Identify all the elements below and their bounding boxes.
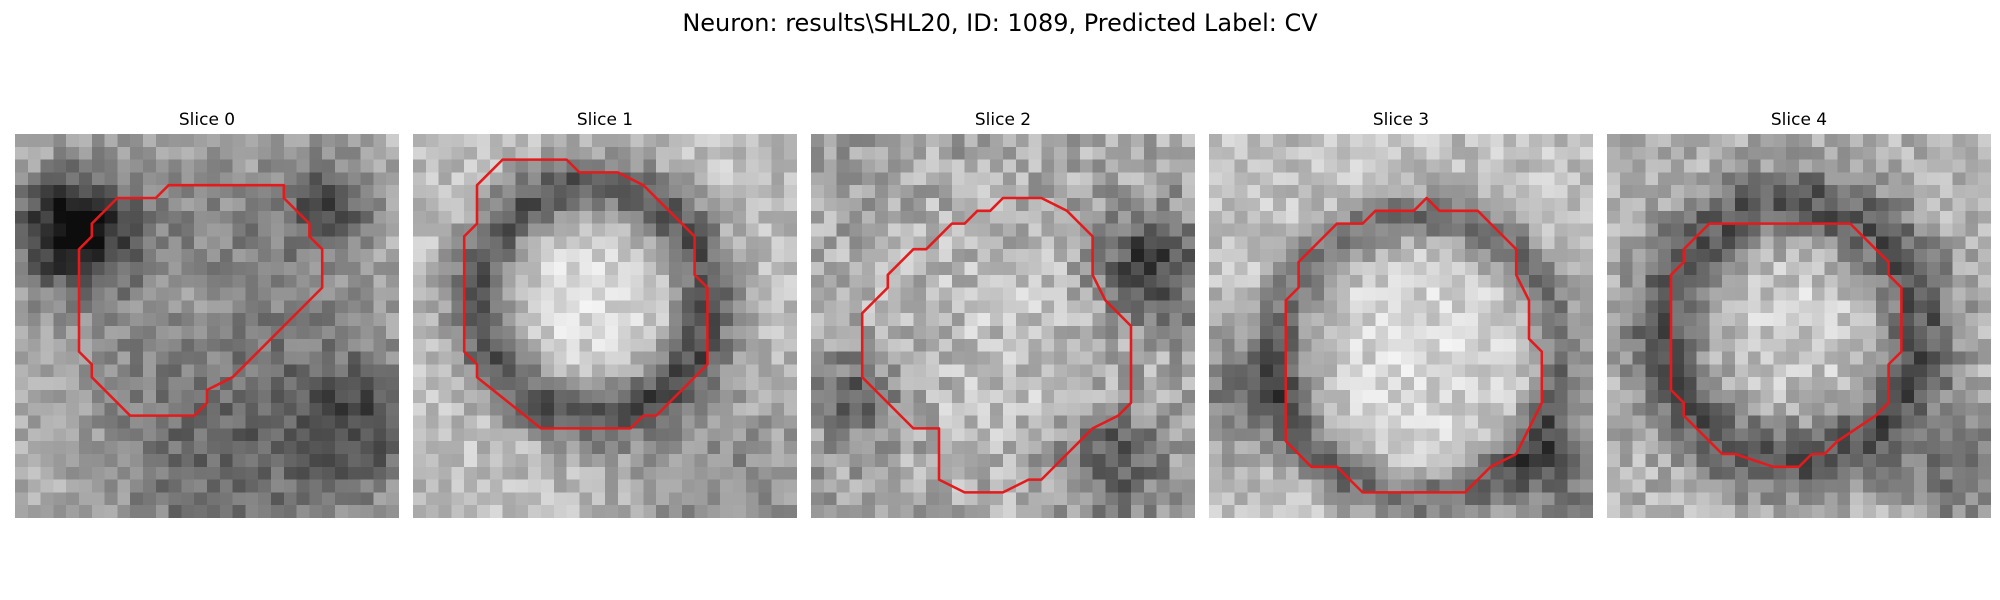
slice-title: Slice 3: [1372, 110, 1430, 130]
contour-overlay: [77, 183, 324, 417]
segmentation-contour: [77, 183, 324, 417]
slice-title: Slice 1: [576, 110, 634, 130]
contour-overlay: [860, 196, 1133, 494]
slice-image-panel: [1607, 134, 1991, 518]
contour-overlay: [462, 158, 709, 430]
figure-title: Neuron: results\SHL20, ID: 1089, Predict…: [682, 9, 1318, 37]
contour-overlay: [1284, 196, 1544, 494]
segmentation-contour: [1284, 196, 1544, 494]
slice-image-panel: [15, 134, 399, 518]
slice-image-panel: [811, 134, 1195, 518]
slice-title: Slice 0: [178, 110, 236, 130]
slice-image-panel: [413, 134, 797, 518]
slice-image-panel: [1209, 134, 1593, 518]
slice-title: Slice 2: [974, 110, 1032, 130]
segmentation-contour: [462, 158, 709, 430]
contour-overlay: [1669, 222, 1903, 469]
slice-title: Slice 4: [1770, 110, 1828, 130]
segmentation-contour: [860, 196, 1133, 494]
segmentation-contour: [1669, 222, 1903, 469]
